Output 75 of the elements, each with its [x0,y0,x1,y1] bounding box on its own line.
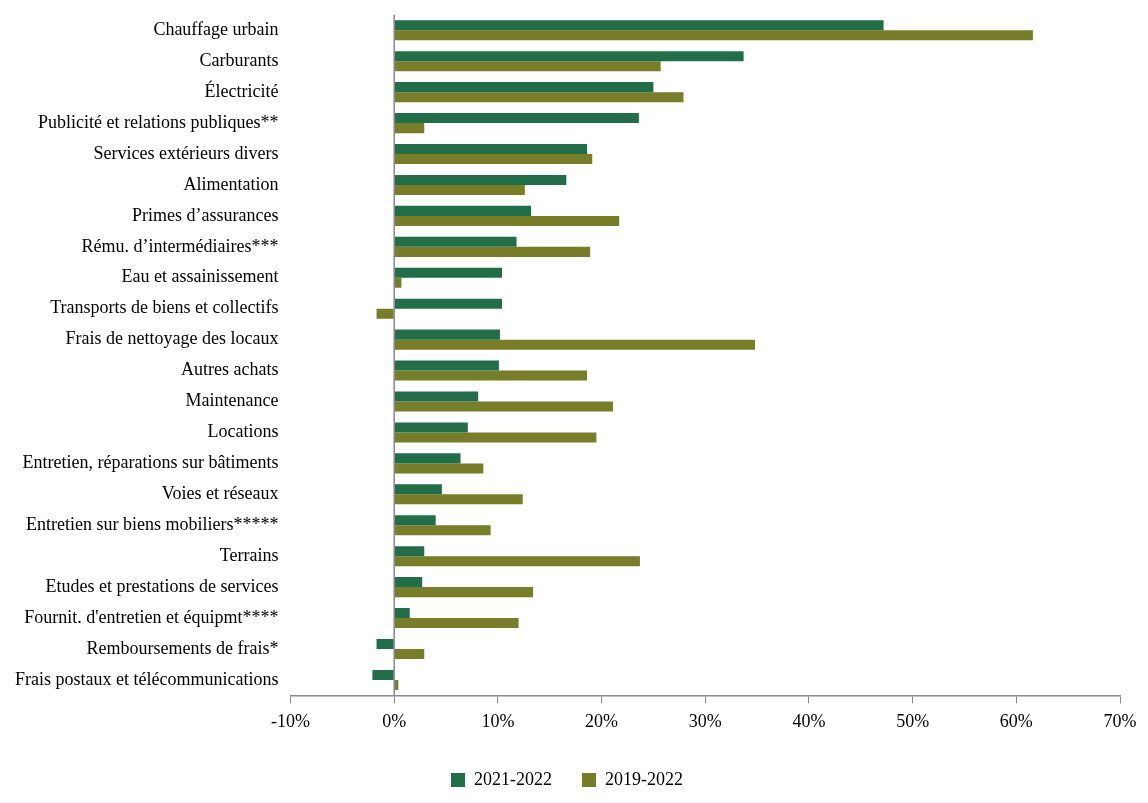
y-tick-label: Primes d’assurances [132,204,279,225]
bar [394,92,684,103]
y-tick-label: Locations [207,421,279,442]
bar [394,608,410,619]
bar [394,546,425,557]
y-tick-label: Frais postaux et télécommunications [15,668,279,689]
y-tick-label: Électricité [204,79,279,101]
y-tick-label: Services extérieurs divers [93,142,279,163]
bar [394,143,588,155]
bar [394,360,499,371]
bar [394,525,491,536]
x-tick-label: -10% [271,710,310,731]
y-tick-label: Maintenance [185,390,279,411]
y-tick-label: Autres achats [181,359,279,380]
x-tick-label: 50% [896,710,930,731]
bar [394,484,442,495]
y-tick-label: Transports de biens et collectifs [50,297,279,318]
y-tick-label: Entretien sur biens mobiliers***** [26,513,279,534]
x-tick-label: 0% [382,710,407,731]
bar [394,184,525,195]
bar [394,246,591,257]
bar [394,174,567,185]
bar [394,51,744,62]
bar [394,205,532,216]
y-tick-label: Etudes et prestations de services [45,575,279,596]
y-tick-label: Terrains [219,544,279,565]
bar [394,453,461,464]
bar [394,154,593,165]
bar [394,20,884,31]
y-tick-label: Publicité et relations publiques** [38,111,279,132]
bar [394,329,500,340]
y-tick-label: Frais de nettoyage des locaux [65,328,279,349]
bar [394,123,425,134]
y-tick-label: Entretien, réparations sur bâtiments [22,452,279,473]
bar [394,215,620,226]
y-tick-label: Rému. d’intermédiaires*** [81,235,279,256]
bar [394,618,519,629]
bar [394,339,756,350]
y-tick-label: Chauffage urbain [153,19,279,39]
bar [394,649,425,660]
bar [394,391,479,402]
bar [394,556,640,567]
y-tick-label: Fournit. d'entretien et équipmt**** [24,606,279,627]
bar [394,515,436,526]
bar [376,638,394,649]
y-tick-label: Voies et réseaux [161,483,279,504]
bar [394,587,534,598]
x-tick-label: 70% [1103,710,1137,731]
bar [394,463,484,474]
y-tick-label: Carburants [199,49,279,70]
bar [394,370,588,381]
bar [394,422,468,433]
y-tick-label: Eau et assainissement [121,266,279,287]
bar [394,298,503,309]
legend-label: 2019-2022 [605,768,683,789]
bar [372,669,394,680]
bar [394,577,423,588]
bar [394,494,523,505]
legend-label: 2021-2022 [474,768,553,789]
bar [394,432,597,443]
bar [394,267,503,278]
bar [394,82,654,93]
bar [376,308,394,319]
y-tick-label: Alimentation [183,173,279,194]
bar [394,236,517,247]
x-tick-label: 60% [999,710,1033,731]
x-tick-label: 40% [792,710,826,731]
bar [394,401,613,412]
y-tick-label: Remboursements de frais* [86,637,279,658]
bar [394,113,639,124]
x-tick-label: 10% [481,710,515,731]
x-tick-label: 20% [585,710,619,731]
bar [394,30,1033,41]
bar [394,61,661,72]
x-tick-label: 30% [688,710,722,731]
